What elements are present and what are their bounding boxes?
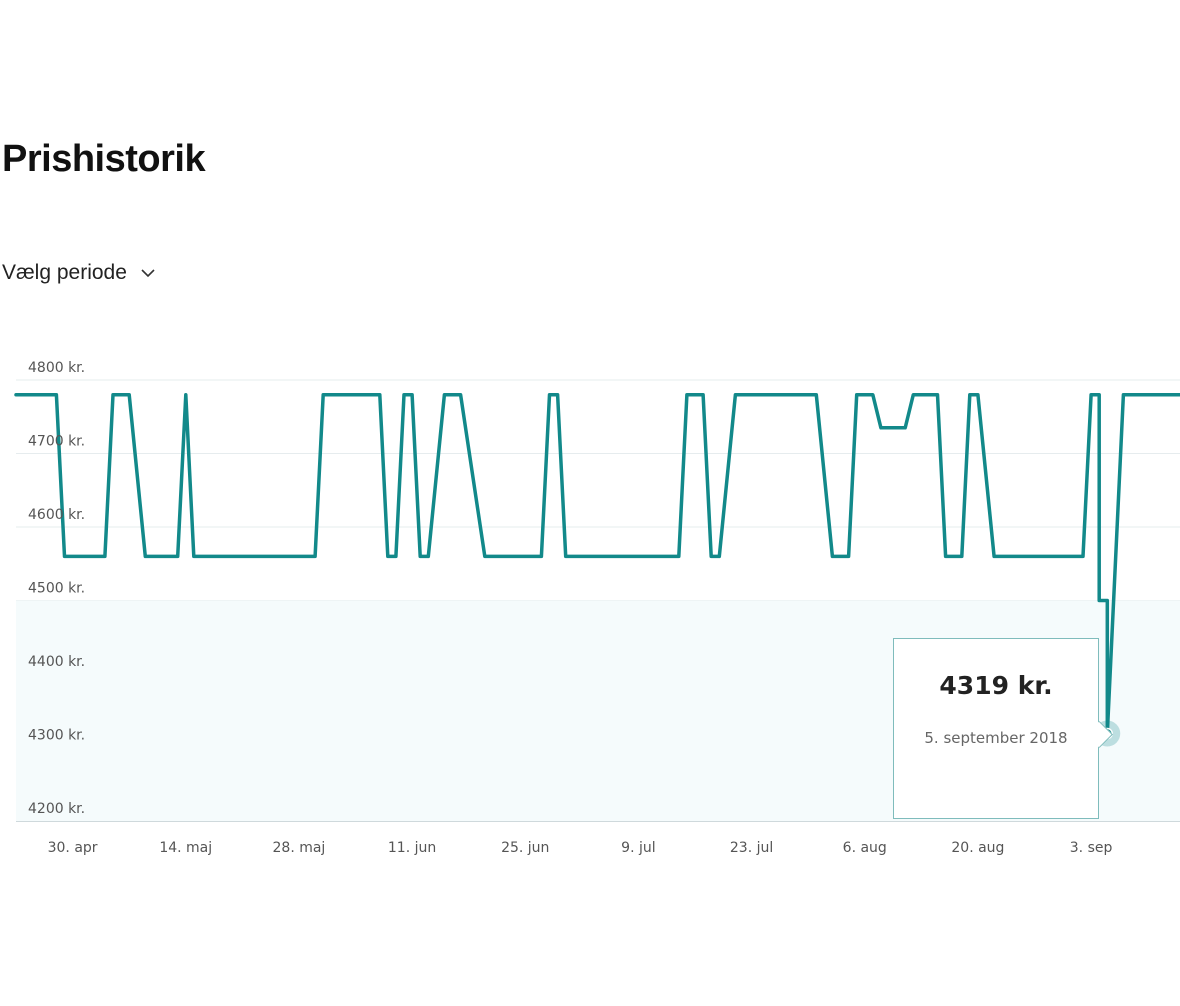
x-tick-label: 28. maj <box>273 840 326 856</box>
period-select-label: Vælg periode <box>2 261 127 284</box>
y-tick-label: 4500 kr. <box>28 581 85 597</box>
x-tick-label: 14. maj <box>159 840 212 856</box>
tooltip-price: 4319 kr. <box>939 671 1053 700</box>
x-tick-label: 30. apr <box>48 840 98 856</box>
x-tick-label: 3. sep <box>1070 840 1113 856</box>
chevron-down-icon <box>141 269 155 278</box>
x-tick-label: 20. aug <box>951 840 1004 856</box>
chart-axes: 4800 kr. 4700 kr. 4600 kr. 4500 kr. 4400 kr.… <box>28 360 1113 856</box>
x-tick-label: 9. jul <box>621 840 655 856</box>
price-tooltip: 4319 kr. 5. september 2018 <box>893 638 1113 819</box>
page-title: Prishistorik <box>2 138 206 180</box>
y-tick-label: 4400 kr. <box>28 654 85 670</box>
y-tick-label: 4200 kr. <box>28 801 85 817</box>
y-tick-label: 4600 kr. <box>28 507 85 523</box>
y-tick-label: 4800 kr. <box>28 360 85 376</box>
x-tick-label: 25. jun <box>501 840 549 856</box>
x-tick-label: 6. aug <box>843 840 887 856</box>
x-tick-label: 23. jul <box>730 840 773 856</box>
y-tick-label: 4700 kr. <box>28 434 85 450</box>
period-select-dropdown[interactable]: Vælg periode <box>2 261 155 285</box>
x-tick-label: 11. jun <box>388 840 436 856</box>
chart-line <box>14 392 1180 736</box>
price-series-line <box>14 392 1180 736</box>
y-tick-label: 4300 kr. <box>28 728 85 744</box>
tooltip-date: 5. september 2018 <box>924 729 1068 747</box>
